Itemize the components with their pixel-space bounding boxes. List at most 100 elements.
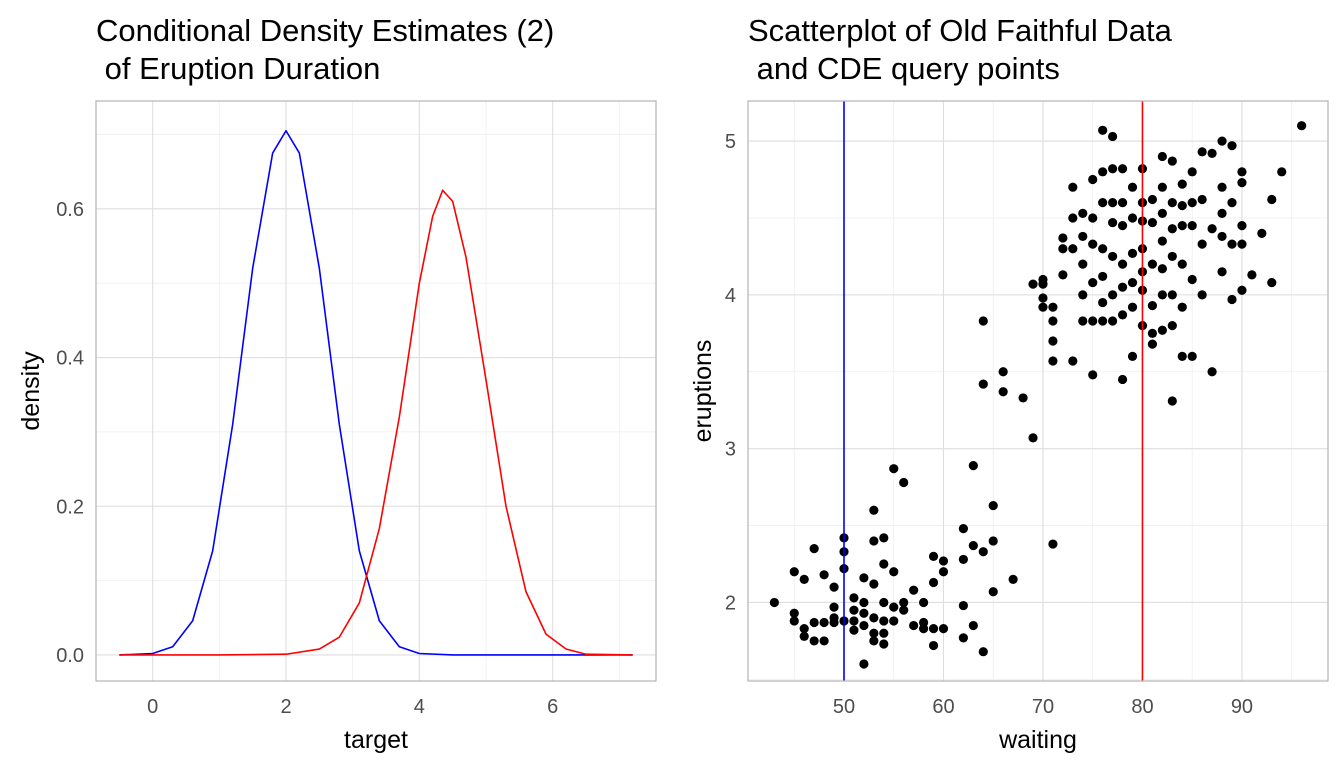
scatter-point xyxy=(809,544,819,554)
scatter-point xyxy=(889,616,899,626)
x-tick-label: 60 xyxy=(932,696,954,718)
scatter-point xyxy=(928,577,939,588)
scatter-point xyxy=(958,524,968,534)
scatter-point xyxy=(1147,301,1158,311)
scatter-point xyxy=(909,620,919,631)
scatter-point xyxy=(869,636,879,646)
scatter-point xyxy=(1088,174,1098,185)
scatter-point xyxy=(928,551,939,561)
scatter-point xyxy=(809,636,819,646)
scatter-point xyxy=(1127,302,1138,312)
gridlines xyxy=(748,101,1328,681)
scatter-point xyxy=(799,624,809,634)
x-tick-label: 0 xyxy=(147,696,158,718)
scatter-point xyxy=(819,636,829,646)
scatter-point xyxy=(1098,125,1108,135)
scatter-point xyxy=(938,556,949,566)
scatter-point xyxy=(1217,136,1227,146)
scatter-point xyxy=(879,559,889,569)
scatter-point xyxy=(1157,264,1167,274)
scatter-point xyxy=(1267,277,1277,288)
scatter-point xyxy=(1217,231,1227,242)
series-lines xyxy=(119,129,633,656)
scatter-point xyxy=(1108,217,1118,228)
x-tick-label: 50 xyxy=(833,696,855,718)
scatter-point xyxy=(1038,279,1048,289)
scatter-point xyxy=(1108,316,1118,326)
scatter-point xyxy=(1028,433,1038,443)
scatter-point xyxy=(1227,197,1237,208)
scatter-point xyxy=(968,540,978,551)
scatter-point xyxy=(1127,351,1138,361)
chart-title-line-1: Scatterplot of Old Faithful Data xyxy=(748,13,1173,48)
scatter-point xyxy=(1127,277,1138,288)
density-chart: Conditional Density Estimates (2) of Eru… xyxy=(17,13,657,754)
scatter-point xyxy=(1088,277,1098,288)
scatter-point xyxy=(988,536,998,546)
scatter-point xyxy=(789,616,799,626)
scatter-point xyxy=(1068,356,1078,366)
scatter-point xyxy=(1078,316,1088,326)
scatter-point xyxy=(869,505,879,515)
x-tick-labels: 50 60 70 80 90 xyxy=(833,696,1253,718)
scatter-point xyxy=(1117,374,1128,385)
x-tick-label: 80 xyxy=(1131,696,1153,718)
scatter-point xyxy=(799,574,809,585)
scatter-point xyxy=(1117,282,1128,292)
scatter-point xyxy=(1227,239,1237,249)
y-axis-label: density xyxy=(17,351,45,431)
scatter-point xyxy=(1157,182,1167,192)
scatter-point xyxy=(1068,244,1078,254)
scatter-chart: Scatterplot of Old Faithful Data and CDE… xyxy=(689,13,1329,754)
scatter-point xyxy=(1048,302,1058,312)
scatter-point xyxy=(1197,239,1207,249)
scatter-point xyxy=(889,602,899,612)
scatter-point xyxy=(1177,221,1187,231)
x-tick-labels: 0 2 4 6 xyxy=(147,696,558,718)
y-tick-label: 4 xyxy=(725,285,736,307)
scatter-point xyxy=(1117,221,1128,231)
scatter-point xyxy=(869,536,879,546)
scatter-point xyxy=(1147,194,1158,205)
scatter-point xyxy=(938,567,949,577)
scatter-point xyxy=(1018,393,1028,403)
scatter-point xyxy=(1187,221,1197,231)
scatter-point xyxy=(1157,290,1167,300)
scatter-point xyxy=(1157,208,1167,218)
scatter-point xyxy=(958,600,968,611)
scatter-point xyxy=(829,602,839,612)
scatter-point xyxy=(859,620,869,631)
scatter-point xyxy=(1108,131,1118,142)
scatter-point xyxy=(1108,251,1118,262)
scatter-point xyxy=(978,379,988,389)
scatter-point xyxy=(968,461,978,471)
scatter-point xyxy=(1108,164,1118,174)
scatter-point xyxy=(1068,213,1078,223)
scatter-point xyxy=(1217,182,1227,192)
scatter-point xyxy=(1098,244,1108,254)
scatter-point xyxy=(829,582,839,592)
scatter-point xyxy=(899,597,909,608)
y-tick-labels: 2 3 4 5 xyxy=(725,131,736,614)
scatter-point xyxy=(1038,293,1048,303)
scatter-point xyxy=(1108,197,1118,208)
scatter-point xyxy=(909,585,919,595)
scatter-point xyxy=(918,624,929,634)
scatter-point xyxy=(1207,367,1217,377)
scatter-point xyxy=(1237,285,1247,295)
scatter-point xyxy=(1147,259,1158,269)
scatter-point xyxy=(1088,316,1098,326)
density-line-0 xyxy=(119,129,633,656)
scatter-point xyxy=(1048,539,1058,549)
scatter-point xyxy=(869,613,879,623)
scatter-point xyxy=(789,567,799,577)
scatter-point xyxy=(1227,294,1237,305)
scatter-point xyxy=(1058,244,1068,254)
scatter-point xyxy=(978,647,988,657)
y-tick-labels: 0.0 0.2 0.4 0.6 xyxy=(56,199,84,667)
scatter-point xyxy=(1048,316,1058,326)
scatter-point xyxy=(1117,164,1128,174)
scatter-point xyxy=(1048,336,1058,346)
scatter-point xyxy=(849,605,859,615)
scatter-point xyxy=(879,628,889,638)
